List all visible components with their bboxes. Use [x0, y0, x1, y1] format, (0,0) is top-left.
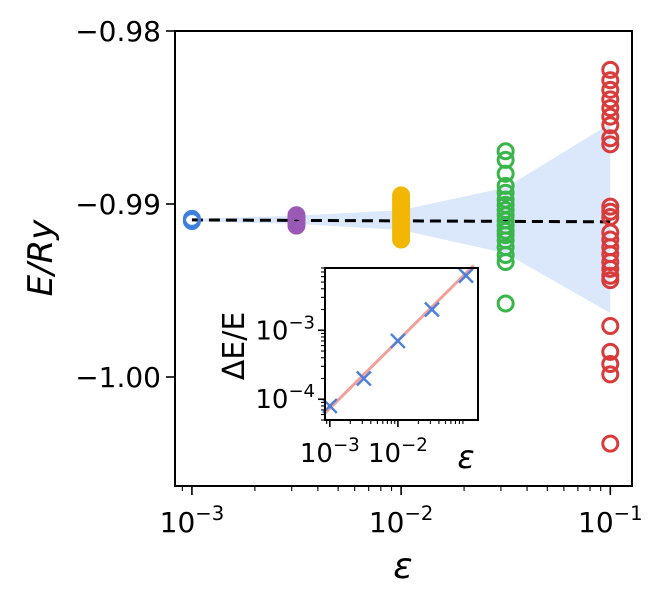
data-point-series-4	[601, 342, 620, 361]
x-tick-label: 10−3	[160, 502, 225, 539]
data-point-series-4	[601, 90, 620, 109]
main-x-axis-label: ε	[393, 546, 412, 587]
inset-y-axis-label: ΔE/E	[217, 312, 252, 381]
y-tick-label: −1.00	[75, 361, 161, 394]
data-point-series-4	[601, 365, 620, 384]
data-point-series-4	[601, 355, 620, 374]
data-point-series-3	[496, 183, 515, 202]
data-point-series-3	[496, 164, 515, 183]
data-point-series-4	[601, 202, 620, 221]
data-point-series-3	[496, 252, 515, 271]
main-plot-frame	[174, 30, 633, 487]
inset-data-point	[390, 333, 406, 349]
data-point-series-4	[601, 60, 620, 79]
data-points-layer	[182, 60, 620, 453]
data-point-series-4	[601, 107, 620, 126]
data-point-series-4	[601, 271, 620, 290]
data-point-series-4	[601, 197, 620, 216]
main-y-axis-label: E/Ry	[21, 219, 61, 297]
data-point-series-4	[601, 71, 620, 90]
data-point-series-4	[601, 259, 620, 278]
inset-plot-frame	[324, 267, 479, 421]
x-tick-label: 10−1	[578, 502, 643, 539]
data-point-series-4	[601, 135, 620, 154]
data-point-series-4	[601, 434, 620, 453]
inset-x-tick-label: 10−3	[300, 435, 360, 469]
inset-data-point	[355, 370, 372, 387]
data-point-series-4	[601, 129, 620, 148]
data-point-series-1	[287, 206, 306, 225]
data-point-series-3	[496, 246, 515, 265]
data-point-series-3	[496, 142, 515, 161]
data-point-series-2	[392, 186, 411, 205]
main-axis-ticks: 10−3 10−2 10−1−0.98−0.99−1.00	[75, 15, 642, 539]
y-tick-label: −0.99	[75, 188, 161, 221]
y-tick-label: −0.98	[75, 15, 161, 48]
main-plot: 10−3 10−2 10−1−0.98−0.99−1.00 ε E/Ry	[21, 15, 643, 587]
data-point-series-0	[182, 209, 201, 228]
data-point-series-4	[601, 316, 620, 335]
inset-x-axis-label: ε	[457, 438, 474, 476]
data-point-series-3	[496, 294, 515, 313]
data-point-series-4	[601, 98, 620, 117]
inset-plot: 10−3 10−210−410−3 ε ΔE/E	[217, 264, 479, 476]
x-tick-label: 10−2	[369, 502, 434, 539]
inset-axis-ticks: 10−3 10−210−410−3	[255, 267, 464, 469]
inset-data-point	[458, 267, 474, 284]
data-point-series-3	[496, 226, 515, 245]
inset-data-point	[424, 301, 440, 318]
data-point-series-4	[601, 80, 620, 99]
inset-y-tick-label: 10−4	[255, 381, 315, 415]
inset-y-tick-label: 10−3	[255, 312, 315, 346]
data-point-series-4	[601, 116, 620, 135]
inset-x-tick-label: 10−2	[368, 435, 428, 469]
